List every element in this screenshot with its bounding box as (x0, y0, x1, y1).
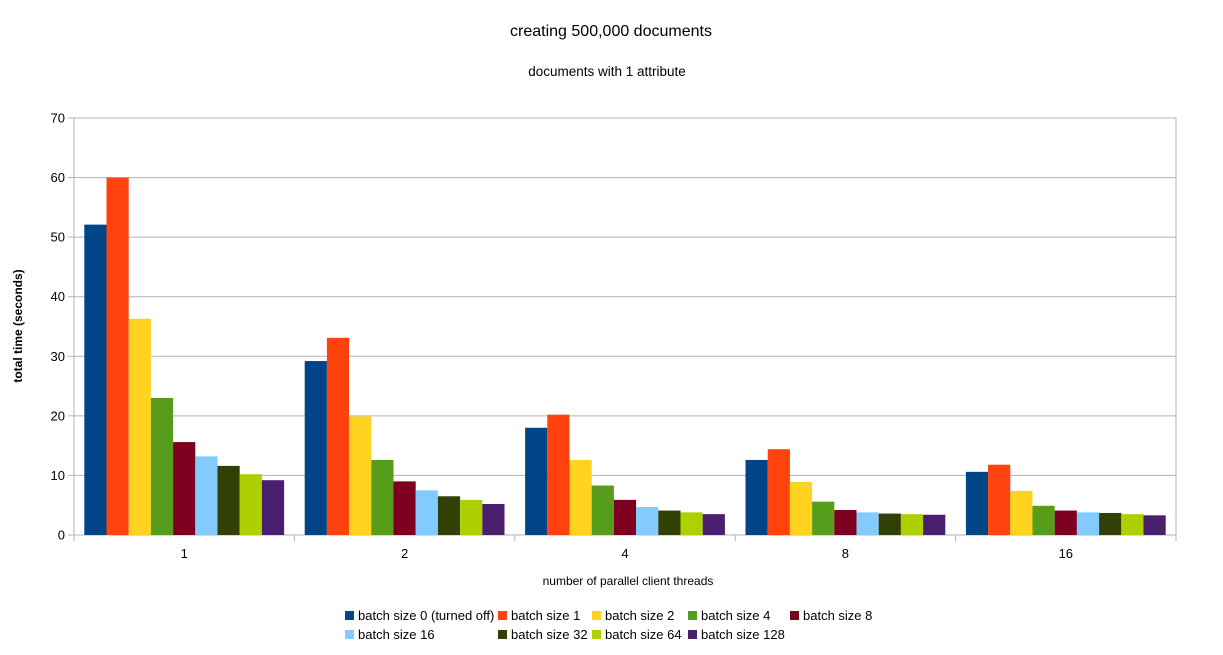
y-tick-label: 60 (51, 170, 65, 185)
bar (239, 474, 262, 535)
bar (1099, 512, 1122, 535)
y-tick-label: 0 (58, 528, 65, 543)
bar (834, 509, 857, 535)
legend-swatch (345, 630, 354, 639)
bar (923, 514, 946, 535)
legend-label: batch size 2 (605, 608, 674, 623)
bar (878, 513, 901, 535)
x-tick-label: 16 (1059, 546, 1073, 561)
bar (591, 485, 614, 535)
legend-label: batch size 0 (turned off) (358, 608, 494, 623)
bar (304, 361, 327, 535)
bar (1121, 514, 1144, 535)
y-axis-title: total time (seconds) (11, 269, 25, 382)
bar (569, 459, 592, 535)
bar (658, 510, 681, 535)
bar (415, 490, 438, 535)
legend-swatch (688, 611, 697, 620)
x-tick-label: 4 (621, 546, 628, 561)
legend-swatch (498, 630, 507, 639)
legend-label: batch size 32 (511, 627, 588, 642)
bar (1143, 515, 1166, 535)
bar (767, 449, 790, 535)
x-tick-label: 1 (181, 546, 188, 561)
bar (1010, 490, 1033, 535)
bar (789, 481, 813, 535)
bar (150, 397, 174, 535)
legend-swatch (345, 611, 354, 620)
legend-label: batch size 64 (605, 627, 682, 642)
bar (680, 512, 703, 535)
bar (988, 464, 1011, 535)
legend-swatch (688, 630, 697, 639)
bar (482, 504, 505, 535)
bar (1076, 512, 1100, 535)
bar (173, 442, 196, 535)
bar (261, 480, 285, 535)
bar (128, 318, 151, 535)
bar (965, 471, 989, 535)
bar (106, 177, 129, 536)
bar (812, 501, 835, 535)
legend-label: batch size 128 (701, 627, 785, 642)
bar (547, 414, 570, 535)
bar (326, 337, 350, 535)
bar (636, 507, 659, 535)
bar (84, 224, 107, 535)
bar (195, 456, 218, 535)
y-axis-ticks: 0 10 20 30 40 50 60 70 (51, 111, 65, 543)
legend-swatch (592, 630, 601, 639)
bar (613, 499, 637, 535)
bar (900, 514, 924, 535)
bar (437, 496, 461, 535)
bar (702, 514, 725, 535)
y-tick-label: 10 (51, 468, 65, 483)
bar (393, 481, 416, 535)
bars (84, 177, 1166, 536)
legend: batch size 0 (turned off) batch size 1 bat… (345, 608, 872, 642)
bar (1032, 505, 1055, 535)
bar (371, 459, 394, 535)
chart-title: creating 500,000 documents (510, 23, 712, 40)
y-tick-label: 20 (51, 408, 65, 423)
bar (217, 465, 240, 535)
bar (745, 459, 768, 535)
bar (856, 512, 879, 535)
legend-swatch (592, 611, 601, 620)
bar (460, 499, 483, 535)
x-tick-label: 8 (842, 546, 849, 561)
legend-label: batch size 4 (701, 608, 770, 623)
legend-label: batch size 1 (511, 608, 580, 623)
bar (1054, 510, 1077, 535)
y-tick-label: 70 (51, 111, 65, 126)
y-tick-label: 40 (51, 289, 65, 304)
legend-swatch (790, 611, 799, 620)
bar (349, 416, 372, 535)
legend-label: batch size 8 (803, 608, 872, 623)
chart-subtitle: documents with 1 attribute (528, 64, 686, 79)
bar (525, 427, 548, 535)
y-tick-label: 30 (51, 349, 65, 364)
y-tick-label: 50 (51, 230, 65, 245)
x-tick-label: 2 (401, 546, 408, 561)
legend-label: batch size 16 (358, 627, 435, 642)
x-axis-ticks: 1 2 4 8 16 (73, 535, 1177, 561)
x-axis-title: number of parallel client threads (543, 574, 714, 588)
legend-swatch (498, 611, 507, 620)
